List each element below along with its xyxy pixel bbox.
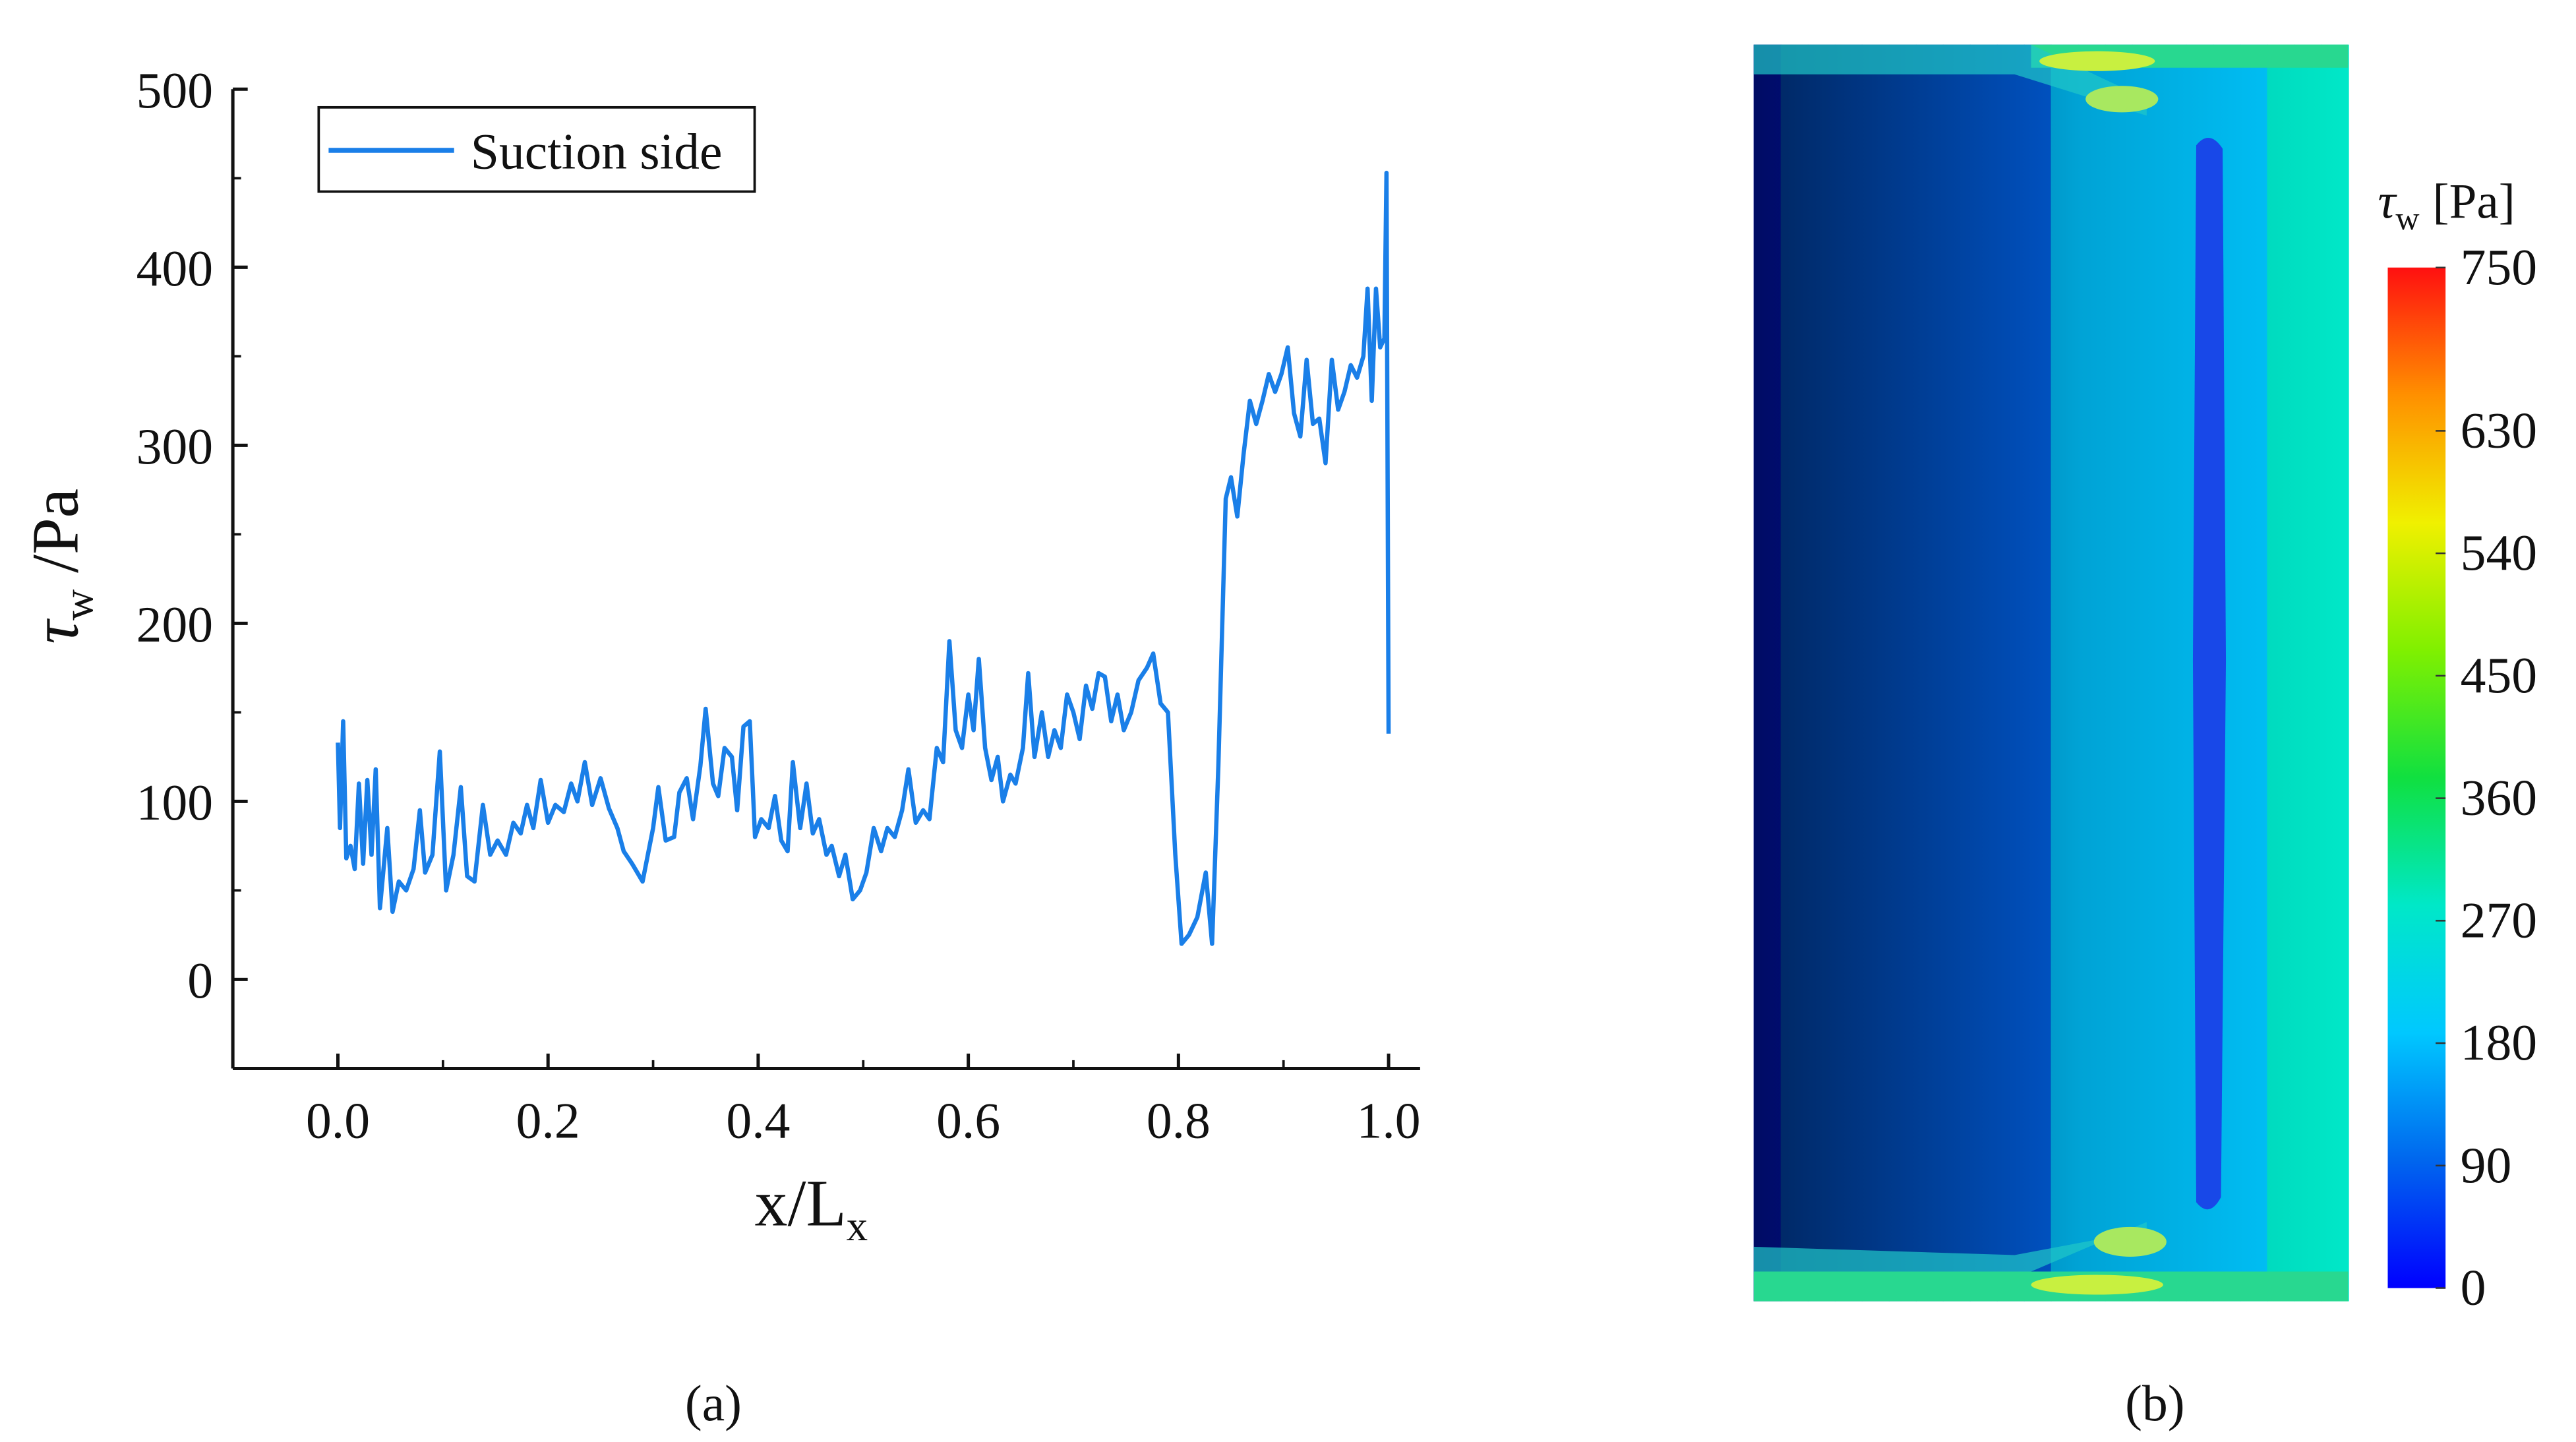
legend-box xyxy=(317,105,756,193)
colorbar xyxy=(2387,267,2446,1288)
panel-label: (a) xyxy=(685,1375,742,1431)
y-tick-label: 500 xyxy=(136,62,213,119)
colorbar-tick-label: 270 xyxy=(2461,891,2537,948)
colorbar-tick-label: 90 xyxy=(2461,1137,2512,1193)
x-tick-label: 0.6 xyxy=(936,1093,1000,1149)
separation-strip xyxy=(2192,138,2227,1210)
hot-spot xyxy=(2039,51,2155,71)
hot-spot xyxy=(2085,86,2159,113)
colorbar-label-main: τ xyxy=(2378,175,2397,229)
y-tick-label: 100 xyxy=(136,774,213,831)
x-tick-label: 0.2 xyxy=(516,1093,580,1149)
y-axis-label-unit: /Pa xyxy=(19,489,92,573)
x-axis-label: x/Lx xyxy=(755,1166,868,1250)
shading xyxy=(1753,44,2349,1302)
colorbar-tick-label: 750 xyxy=(2461,239,2537,295)
colorbar-label: τw [Pa] xyxy=(2378,175,2515,237)
x-axis-label-main: x/L xyxy=(755,1166,847,1240)
colorbar-tick-label: 360 xyxy=(2461,769,2537,826)
hot-spot xyxy=(2031,1275,2163,1295)
x-tick-label: 0.0 xyxy=(306,1093,370,1149)
colorbar-tick-label: 450 xyxy=(2461,647,2537,704)
x-tick-label: 1.0 xyxy=(1357,1093,1421,1149)
y-tick-label: 400 xyxy=(136,240,213,297)
y-axis-label: τw/Pa xyxy=(19,489,103,644)
legend-label: Suction side xyxy=(471,123,723,179)
y-axis-label-sub: w xyxy=(55,589,102,620)
panel-label: (b) xyxy=(2125,1375,2185,1431)
colorbar-tick-label: 180 xyxy=(2461,1014,2537,1071)
colorbar-label-unit: [Pa] xyxy=(2433,175,2515,229)
x-tick-label: 0.4 xyxy=(726,1093,790,1149)
data-line xyxy=(336,170,1391,946)
hot-spot xyxy=(2093,1226,2167,1257)
x-axis-label-sub: x xyxy=(847,1203,868,1250)
colorbar-label-sub: w xyxy=(2395,200,2419,237)
y-tick-label: 0 xyxy=(187,952,213,1009)
colorbar-tick-label: 0 xyxy=(2461,1259,2486,1316)
x-tick-label: 0.8 xyxy=(1147,1093,1211,1149)
colorbar-tick-label: 630 xyxy=(2461,402,2537,458)
y-tick-label: 200 xyxy=(136,596,213,653)
colorbar-tick-label: 540 xyxy=(2461,524,2537,581)
edge-shear-bottom xyxy=(1753,1222,2147,1272)
y-axis-label-main: τ xyxy=(19,618,92,644)
y-tick-label: 300 xyxy=(136,418,213,475)
